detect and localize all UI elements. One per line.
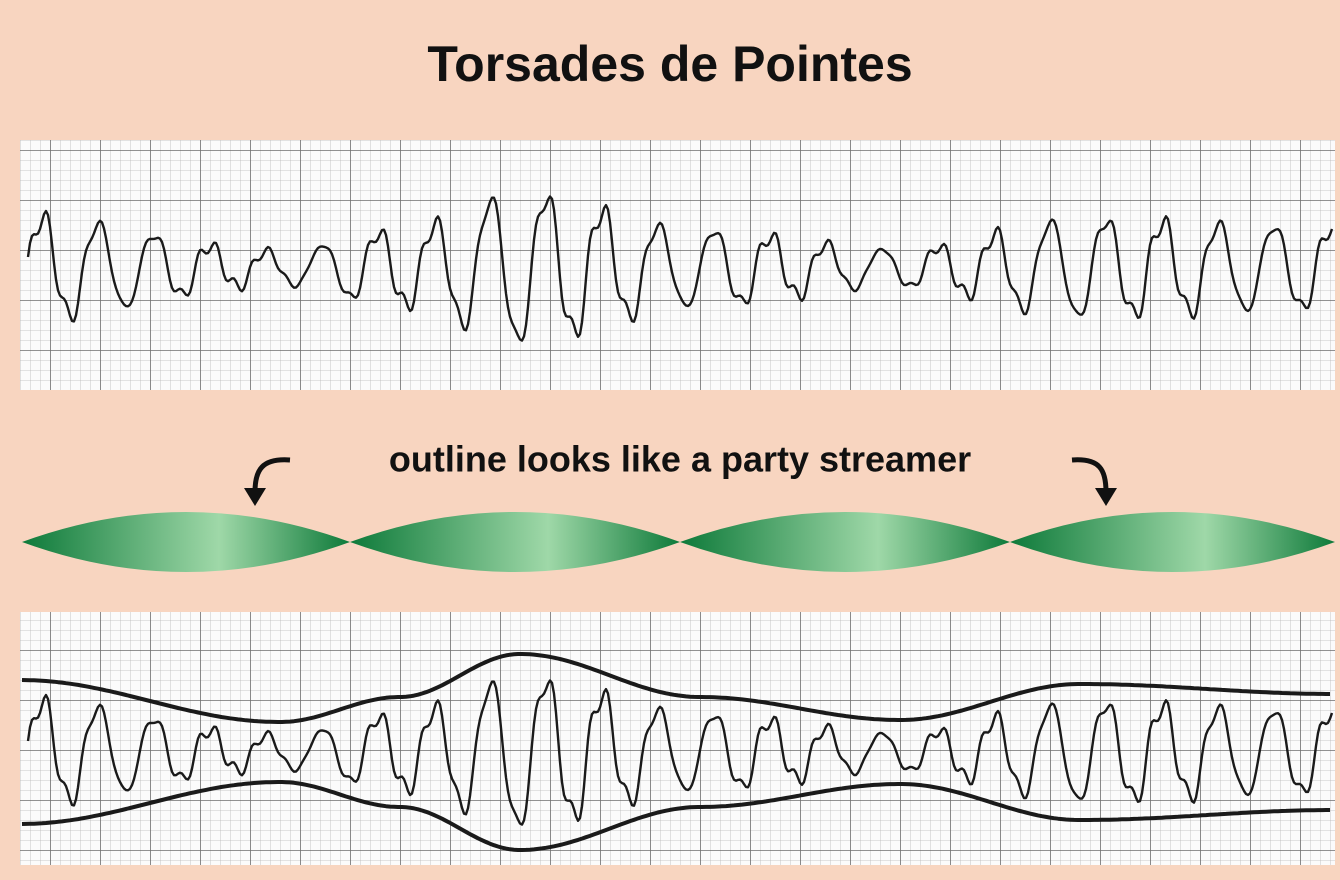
ecg-trace-top [26,195,1334,342]
caption: outline looks like a party streamer [389,439,971,480]
title: Torsades de Pointes [427,36,912,92]
streamer [22,512,1335,572]
envelope-lower [21,780,1330,852]
arrow-left [252,457,291,493]
arrow-right-head [1095,488,1117,506]
ecg-grid-top [20,140,1335,390]
streamer-segment [350,512,680,572]
streamer-segment [22,512,350,572]
ecg-trace-bottom [26,679,1334,826]
arrow-left-head [244,488,266,506]
arrow-right [1071,457,1109,493]
ecg-grid-bottom [20,612,1335,865]
envelope-upper [21,652,1330,724]
streamer-segment [1010,512,1335,572]
streamer-segment [680,512,1010,572]
